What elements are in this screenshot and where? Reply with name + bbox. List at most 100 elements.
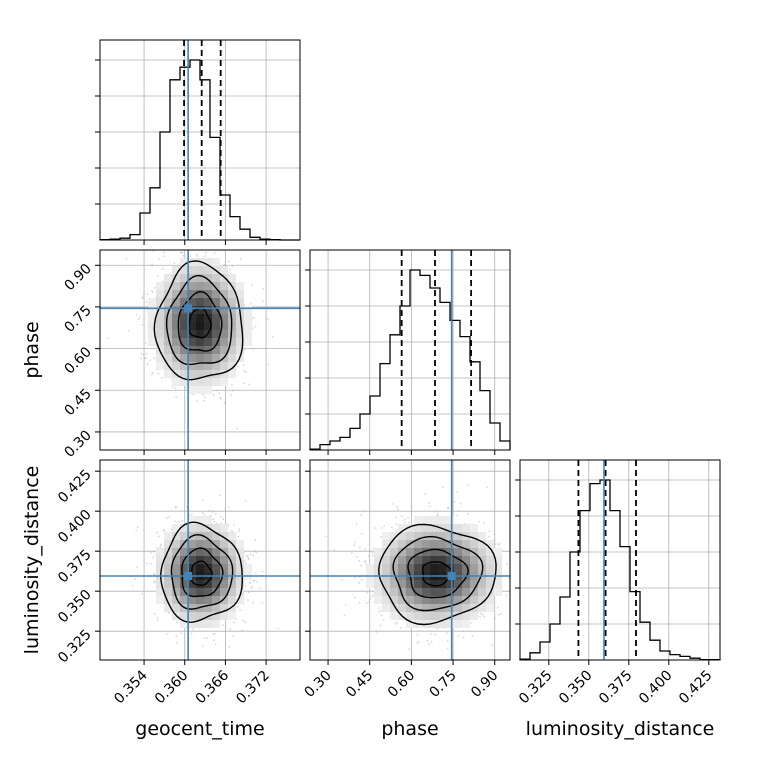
density-cell: [236, 290, 244, 298]
sample-point: [410, 505, 413, 508]
density-cell: [382, 548, 390, 556]
density-cell: [228, 354, 236, 362]
density-cell: [196, 612, 204, 620]
pair-panel-geocent_time-luminosity_distance: 0.354 0.360 0.366 0.3720.3250.3500.3750.400…: [55, 459, 301, 707]
sample-point: [358, 581, 361, 584]
sample-point: [470, 622, 472, 624]
contour-line: [407, 548, 469, 599]
histogram-line: [519, 479, 721, 661]
density-cell: [414, 564, 422, 572]
y-tick-label: 0.75: [61, 302, 94, 335]
sample-point: [178, 521, 181, 523]
density-cell: [148, 314, 156, 322]
sample-point: [223, 401, 226, 404]
sample-point: [445, 632, 448, 635]
density-cell: [164, 338, 172, 346]
sample-point: [158, 258, 161, 260]
density-cell: [180, 266, 188, 274]
density-cell: [204, 386, 212, 394]
density-cell: [188, 314, 196, 322]
sample-point: [131, 584, 134, 587]
density-cell: [430, 556, 438, 564]
sample-point: [156, 531, 159, 534]
sample-point: [494, 543, 497, 546]
density-cell: [164, 564, 172, 572]
density-cell: [414, 604, 422, 612]
density-cell: [188, 282, 196, 290]
density-cell: [494, 556, 502, 564]
sample-point: [162, 255, 165, 258]
density-cell: [470, 580, 478, 588]
density-cell: [172, 596, 180, 604]
sample-point: [255, 581, 258, 583]
sample-point: [404, 521, 407, 524]
sample-point: [223, 263, 226, 266]
density-cell: [156, 298, 164, 306]
density-cell: [236, 540, 244, 548]
sample-point: [253, 316, 256, 319]
density-cell: [188, 290, 196, 298]
density-cell: [164, 580, 172, 588]
density-cell: [390, 604, 398, 612]
sample-point: [228, 646, 231, 648]
density-cell: [196, 524, 204, 532]
sample-point: [242, 619, 245, 622]
density-cell: [228, 330, 236, 338]
density-cell: [220, 346, 228, 354]
sample-point: [145, 357, 147, 360]
sample-point: [192, 628, 194, 631]
density-cell: [236, 346, 244, 354]
sample-point: [271, 335, 274, 338]
sample-point: [446, 647, 449, 650]
density-cell: [398, 548, 406, 556]
density-cell: [172, 338, 180, 346]
density-cell: [406, 548, 414, 556]
density-cell: [406, 580, 414, 588]
sample-point: [243, 348, 246, 351]
density-cell: [414, 516, 422, 524]
density-cell: [366, 580, 374, 588]
sample-point: [220, 242, 222, 244]
density-cell: [438, 612, 446, 620]
histogram-panel-luminosity_distance: 0.325 0.350 0.375 0.400 0.425: [515, 459, 721, 708]
density-cell: [398, 532, 406, 540]
density-cell: [422, 524, 430, 532]
sample-point: [378, 607, 381, 609]
density-cell: [180, 322, 188, 330]
density-cell: [422, 564, 430, 572]
density-cell: [422, 540, 430, 548]
density-cell: [406, 524, 414, 532]
sample-point: [536, 582, 538, 584]
density-cell: [414, 612, 422, 620]
sample-point: [429, 505, 432, 508]
density-cell: [470, 548, 478, 556]
sample-point: [153, 612, 156, 615]
density-cell: [180, 580, 188, 588]
density-cell: [156, 306, 164, 314]
sample-point: [142, 293, 145, 295]
sample-point: [252, 579, 255, 582]
density-cell: [172, 330, 180, 338]
density-cell: [156, 290, 164, 298]
sample-point: [157, 372, 160, 375]
density-cell: [196, 540, 204, 548]
density-cell: [414, 588, 422, 596]
density-cell: [220, 588, 228, 596]
sample-point: [231, 265, 234, 267]
x-tick-label: 0.350: [556, 668, 596, 708]
sample-point: [174, 520, 177, 523]
density-cell: [180, 620, 188, 628]
density-cell: [236, 548, 244, 556]
density-cell: [204, 290, 212, 298]
sample-point: [395, 530, 398, 532]
sample-point: [354, 596, 356, 599]
density-cell: [390, 612, 398, 620]
density-cell: [438, 540, 446, 548]
pair-panel-geocent_time-phase: 0.300.450.600.750.90: [61, 242, 301, 461]
density-cell: [430, 540, 438, 548]
sample-point: [395, 516, 397, 519]
sample-point: [161, 377, 163, 379]
sample-point: [456, 514, 458, 517]
sample-point: [153, 573, 156, 576]
density-cell: [196, 290, 204, 298]
